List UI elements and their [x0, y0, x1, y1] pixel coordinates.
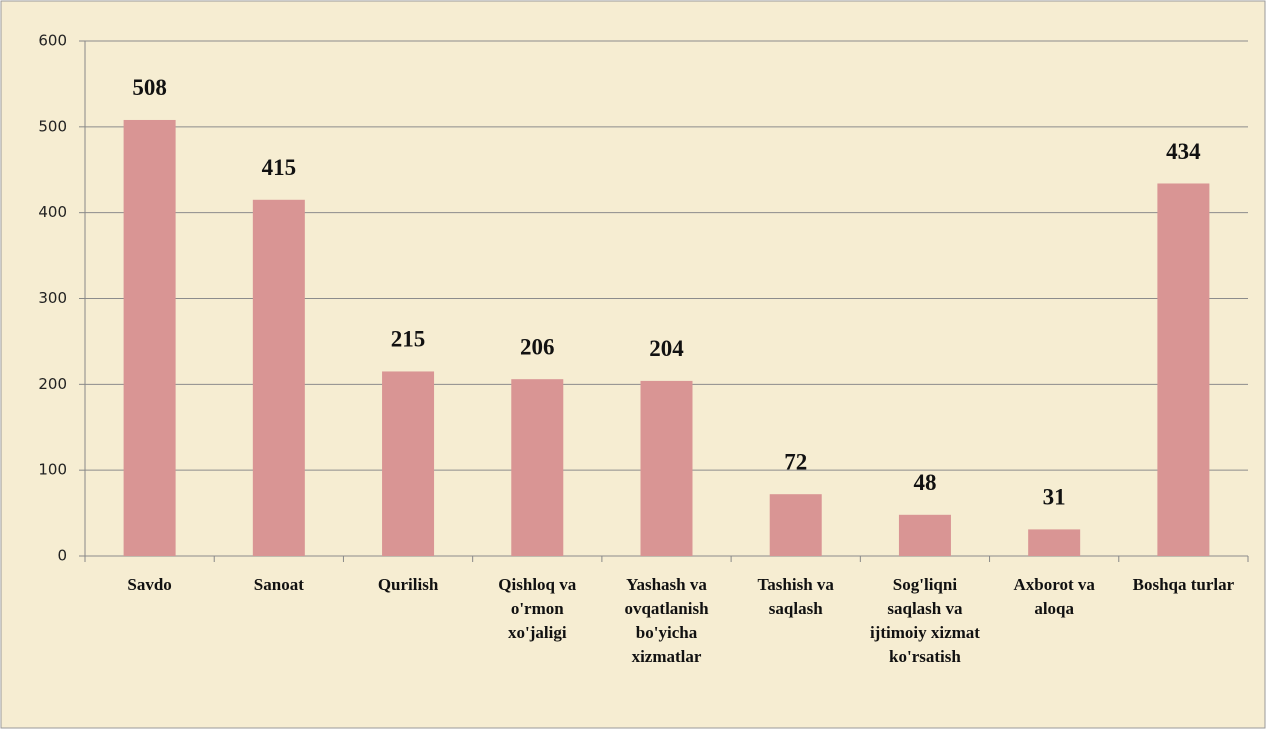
bar: [640, 380, 693, 556]
y-tick-label: 300: [38, 289, 67, 307]
x-tick-label: Yashash va ovqatlanish bo'yicha xizmatlar: [624, 575, 709, 666]
y-tick-label: 400: [38, 203, 67, 221]
value-label: 206: [520, 334, 555, 359]
x-tick-label: Savdo: [127, 575, 171, 594]
value-label: 31: [1043, 485, 1066, 510]
bar: [123, 119, 176, 556]
bar: [898, 514, 951, 556]
x-tick-label: Axborot va aloqa: [1013, 575, 1095, 618]
y-tick-label: 500: [38, 117, 67, 135]
x-tick-label: Qishloq va o'rmon xo'jaligi: [498, 575, 576, 642]
value-label: 204: [649, 336, 684, 361]
x-tick-label: Sanoat: [254, 575, 304, 594]
x-tick-label: Boshqa turlar: [1133, 575, 1235, 594]
y-tick-label: 600: [38, 32, 67, 50]
value-label: 434: [1166, 139, 1201, 164]
x-tick-label: Qurilish: [378, 575, 439, 594]
bar: [252, 199, 305, 556]
bar: [769, 494, 822, 556]
y-tick-label: 0: [57, 547, 67, 565]
value-label: 415: [262, 155, 297, 180]
bar: [1028, 529, 1081, 556]
value-label: 72: [784, 449, 807, 474]
x-tick-label: Sog'liqni saqlash va ijtimoiy xizmat ko'rsa…: [870, 575, 980, 666]
bar: [382, 371, 435, 556]
value-label: 215: [391, 327, 426, 352]
bar: [511, 379, 564, 556]
x-tick-label: Tashish va saqlash: [758, 575, 835, 618]
value-label: 48: [913, 470, 936, 495]
value-label: 508: [132, 75, 167, 100]
y-tick-label: 100: [38, 461, 67, 479]
y-tick-label: 200: [38, 375, 67, 393]
bar: [1157, 183, 1210, 556]
